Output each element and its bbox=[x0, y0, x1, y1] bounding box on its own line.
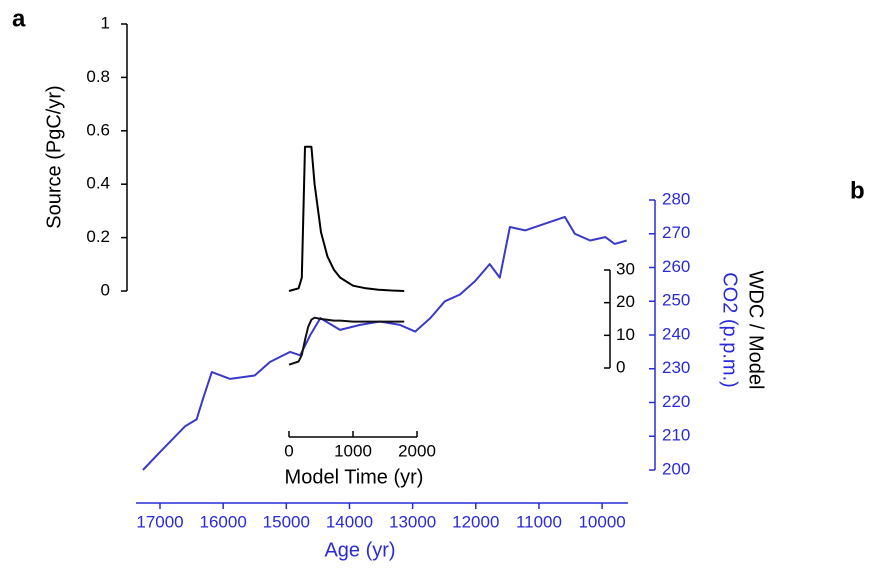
y-tick-label: 30 bbox=[616, 259, 635, 278]
y-tick-label: 0.8 bbox=[86, 67, 110, 86]
x-axis-title: Age (yr) bbox=[324, 539, 395, 561]
data-line bbox=[288, 316, 405, 366]
x-tick-label: 2000 bbox=[398, 441, 436, 460]
x-tick-label: 12000 bbox=[452, 512, 499, 531]
y-tick-label: 0 bbox=[101, 280, 110, 299]
data-line bbox=[288, 145, 405, 292]
y-tick-label: 230 bbox=[662, 358, 690, 377]
x-tick-label: 0 bbox=[284, 441, 293, 460]
panel-label: a bbox=[12, 5, 26, 32]
x-tick-label: 17000 bbox=[136, 512, 183, 531]
y-tick-label: 270 bbox=[662, 223, 690, 242]
y-tick-label: 10 bbox=[616, 325, 635, 344]
y-axis-title: CO2 (p.p.m.) bbox=[719, 272, 741, 388]
y-tick-label: 250 bbox=[662, 291, 690, 310]
y-tick-label: 220 bbox=[662, 392, 690, 411]
y-tick-label: 200 bbox=[662, 459, 690, 478]
y-tick-label: 260 bbox=[662, 257, 690, 276]
x-tick-label: 1000 bbox=[334, 441, 372, 460]
y-tick-label: 210 bbox=[662, 426, 690, 445]
x-tick-label: 13000 bbox=[389, 512, 436, 531]
y-tick-label: 280 bbox=[662, 189, 690, 208]
y-tick-label: 0.4 bbox=[86, 174, 110, 193]
x-tick-label: 15000 bbox=[263, 512, 310, 531]
y-tick-label: 0.6 bbox=[86, 120, 110, 139]
x-tick-label: 11000 bbox=[516, 512, 562, 531]
x-tick-label: 16000 bbox=[200, 512, 247, 531]
x-tick-label: 14000 bbox=[326, 512, 373, 531]
panel-label: b bbox=[850, 177, 865, 204]
y-tick-label: 240 bbox=[662, 324, 690, 343]
y-axis-title: Source (PgC/yr) bbox=[43, 85, 65, 228]
y-tick-label: 0 bbox=[616, 357, 625, 376]
x-axis-title: Model Time (yr) bbox=[285, 466, 424, 488]
y-tick-label: 1 bbox=[101, 13, 110, 32]
y-tick-label: 20 bbox=[616, 292, 635, 311]
y-tick-label: 0.2 bbox=[86, 227, 110, 246]
x-tick-label: 10000 bbox=[578, 512, 625, 531]
y-axis-title: WDC / Model bbox=[745, 271, 767, 390]
data-line bbox=[142, 215, 627, 471]
